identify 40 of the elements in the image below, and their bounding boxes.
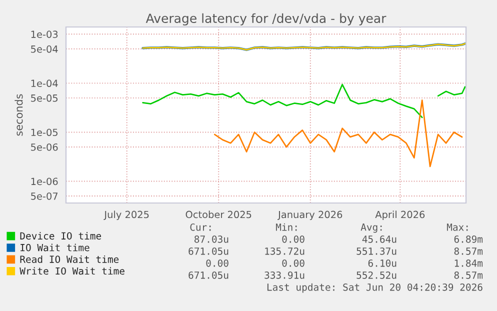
text: Min: — [276, 223, 297, 231]
text: 333.91u — [264, 271, 304, 279]
y-tick-label: 5e-06 — [31, 143, 58, 151]
y-axis-title: seconds — [14, 94, 23, 136]
legend-label: Write IO Wait time — [20, 267, 124, 275]
y-tick-label: 1e-03 — [31, 30, 58, 38]
text: Max: — [446, 224, 468, 231]
text: 8.57m — [454, 247, 483, 255]
text: 87.03u — [194, 235, 228, 243]
text: 6.10u — [368, 259, 396, 267]
x-tick-label: April 2026 — [375, 210, 425, 220]
text: 0.00 — [206, 259, 228, 267]
x-tick-label: October 2025 — [186, 210, 252, 218]
legend-label: Read IO Wait time — [20, 255, 119, 263]
legend-label: IO Wait time — [20, 244, 90, 252]
text: 0.00 — [282, 235, 304, 243]
text: 0.00 — [282, 259, 304, 267]
text: Last update: Sat Jun 20 04:20:39 2026 — [267, 283, 482, 293]
y-tick-label: 1e-06 — [31, 178, 58, 186]
text: 671.05u — [188, 247, 228, 255]
y-tick-label: 5e-04 — [31, 45, 58, 53]
text: Cur: — [190, 223, 211, 231]
chart-title: Average latency for /dev/vda - by year — [146, 13, 386, 26]
y-tick-label: 1e-04 — [31, 80, 58, 88]
text: Avg: — [360, 224, 382, 233]
x-tick-label: July 2025 — [104, 210, 149, 220]
line-series — [214, 100, 463, 168]
text: 45.64u — [362, 235, 396, 243]
y-tick-label: 1e-05 — [31, 128, 58, 136]
y-tick-label: 5e-05 — [31, 94, 58, 102]
y-tick-label: 5e-07 — [31, 192, 58, 200]
legend-label: Device IO time — [20, 232, 102, 240]
text: 1.84m — [454, 259, 483, 267]
text: 551.37u — [356, 247, 396, 255]
text: 671.05u — [188, 271, 228, 279]
x-tick-label: January 2026 — [278, 210, 342, 220]
text: 552.52u — [356, 271, 396, 279]
text: 135.72u — [265, 247, 304, 255]
text: 8.57m — [454, 271, 483, 279]
text: 6.89m — [454, 235, 483, 243]
